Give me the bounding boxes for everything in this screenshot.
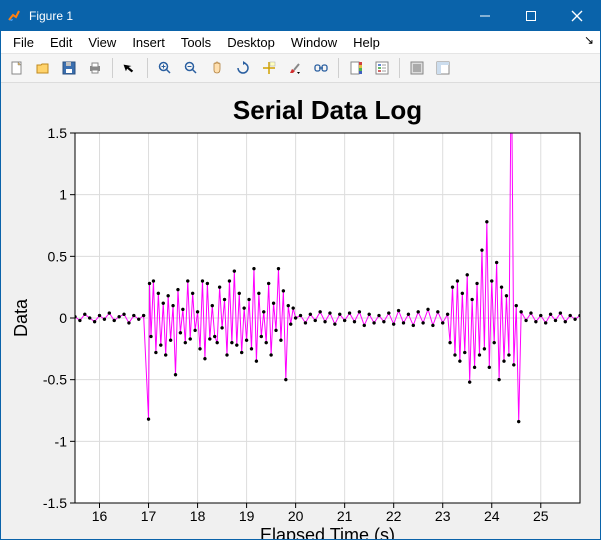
svg-text:22: 22 [386, 508, 402, 524]
svg-text:0.5: 0.5 [48, 248, 68, 264]
menu-file[interactable]: File [5, 34, 42, 51]
svg-text:20: 20 [288, 508, 304, 524]
menu-insert[interactable]: Insert [124, 34, 173, 51]
menu-view[interactable]: View [80, 34, 124, 51]
tool-link[interactable] [309, 56, 333, 80]
tool-print[interactable] [83, 56, 107, 80]
tool-insert-legend[interactable] [370, 56, 394, 80]
tool-hide-tools[interactable] [405, 56, 429, 80]
svg-text:Elapsed Time (s): Elapsed Time (s) [260, 525, 395, 539]
tool-edit-plot[interactable] [118, 56, 142, 80]
svg-text:21: 21 [337, 508, 353, 524]
window-title: Figure 1 [29, 9, 73, 23]
svg-text:1: 1 [59, 187, 67, 203]
toolbar-separator [338, 58, 339, 78]
tool-save[interactable] [57, 56, 81, 80]
toolbar [1, 54, 600, 83]
toolbar-separator [147, 58, 148, 78]
svg-text:1.5: 1.5 [48, 125, 68, 141]
tool-data-cursor[interactable] [257, 56, 281, 80]
svg-text:24: 24 [484, 508, 500, 524]
svg-text:17: 17 [141, 508, 157, 524]
tool-pan[interactable] [205, 56, 229, 80]
titlebar[interactable]: Figure 1 [1, 1, 600, 31]
tool-new-figure[interactable] [5, 56, 29, 80]
menu-desktop[interactable]: Desktop [219, 34, 283, 51]
toolbar-separator [112, 58, 113, 78]
axes[interactable]: 16 17 18 19 20 21 22 23 24 25 -1.5 -1 -0.5 0 0.5 1 1.5 El… [1, 83, 600, 539]
svg-text:19: 19 [239, 508, 255, 524]
tool-rotate-3d[interactable] [231, 56, 255, 80]
toolbar-separator [399, 58, 400, 78]
tool-insert-colorbar[interactable] [344, 56, 368, 80]
menubar: FileEditViewInsertToolsDesktopWindowHelp… [1, 31, 600, 54]
close-button[interactable] [554, 1, 600, 31]
tool-brush[interactable] [283, 56, 307, 80]
maximize-button[interactable] [508, 1, 554, 31]
tool-zoom-in[interactable] [153, 56, 177, 80]
svg-text:16: 16 [92, 508, 108, 524]
svg-text:Data: Data [11, 298, 31, 337]
tool-zoom-out[interactable] [179, 56, 203, 80]
menu-help[interactable]: Help [345, 34, 388, 51]
menu-edit[interactable]: Edit [42, 34, 80, 51]
svg-text:0: 0 [59, 310, 67, 326]
tool-open[interactable] [31, 56, 55, 80]
svg-text:-0.5: -0.5 [43, 372, 67, 388]
svg-text:25: 25 [533, 508, 549, 524]
menu-window[interactable]: Window [283, 34, 345, 51]
figure-window: Figure 1 FileEditViewInsertToolsDesktopW… [0, 0, 601, 540]
dock-icon[interactable]: ↘ [584, 33, 594, 47]
svg-text:23: 23 [435, 508, 451, 524]
svg-text:-1.5: -1.5 [43, 495, 67, 511]
figure-area[interactable]: 16 17 18 19 20 21 22 23 24 25 -1.5 -1 -0.5 0 0.5 1 1.5 El… [1, 83, 600, 539]
svg-text:Serial Data Log: Serial Data Log [233, 95, 422, 125]
minimize-button[interactable] [462, 1, 508, 31]
menu-tools[interactable]: Tools [173, 34, 219, 51]
svg-text:18: 18 [190, 508, 206, 524]
svg-text:-1: -1 [55, 433, 68, 449]
matlab-icon [7, 8, 23, 24]
tool-show-tools[interactable] [431, 56, 455, 80]
